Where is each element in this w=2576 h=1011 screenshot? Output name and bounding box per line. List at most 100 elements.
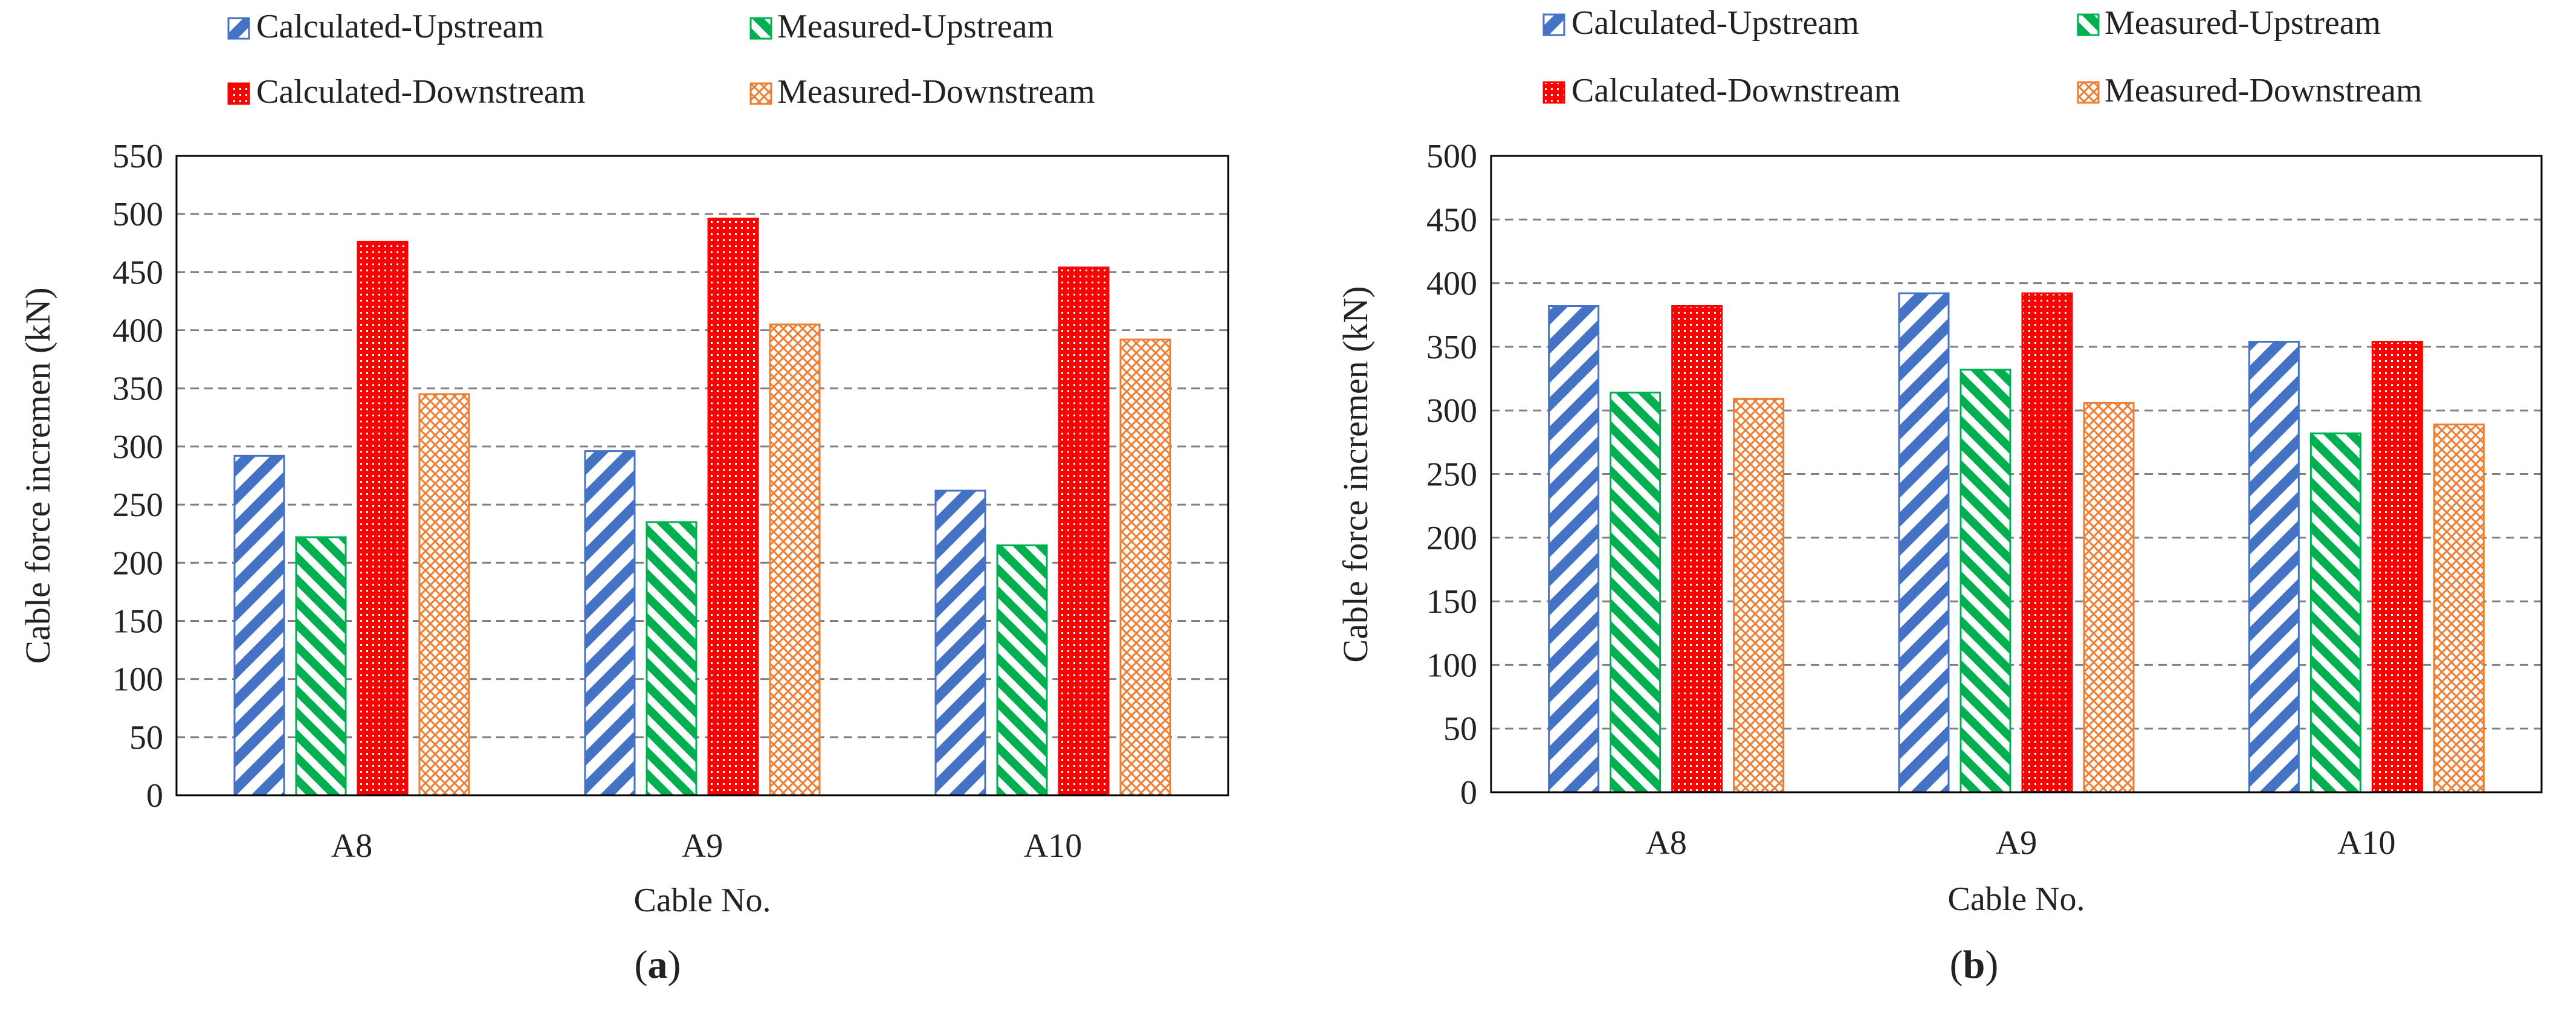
legend-item-measured-upstream: Measured-Upstream <box>2077 4 2381 42</box>
bar-calculated-downstream-a10 <box>2371 340 2423 793</box>
y-tick-label: 350 <box>1426 329 1477 366</box>
bar-measured-upstream-a10 <box>996 544 1048 796</box>
bar-measured-upstream-a8 <box>295 536 347 796</box>
legend-label-calculated-downstream: Calculated-Downstream <box>256 73 585 111</box>
legend-swatch-calculated-upstream <box>1542 13 1565 36</box>
legend-item-calculated-upstream: Calculated-Upstream <box>1542 4 1859 42</box>
bar-calculated-upstream-a9 <box>584 450 636 796</box>
y-tick-label: 200 <box>112 544 163 582</box>
bar-measured-downstream-a8 <box>418 393 470 796</box>
legend-item-calculated-downstream: Calculated-Downstream <box>1542 72 1900 109</box>
x-axis-label-b: Cable No. <box>1947 880 2085 918</box>
bar-calculated-upstream-a10 <box>2248 340 2300 793</box>
legend-swatch-measured-downstream <box>749 82 772 105</box>
legend-item-measured-downstream: Measured-Downstream <box>2077 72 2422 109</box>
chart-panel-b: Calculated-Upstream Measured-Upstream Ca… <box>1336 4 2543 987</box>
bar-measured-upstream-a8 <box>1610 392 1662 793</box>
x-tick-labels-a: A8 A9 A10 <box>331 827 1082 865</box>
bar-measured-upstream-a10 <box>2309 432 2361 793</box>
bars-a <box>233 218 1171 796</box>
bar-measured-downstream-a9 <box>2083 402 2135 793</box>
legend-b: Calculated-Upstream Measured-Upstream Ca… <box>1542 4 2422 109</box>
legend-swatch-measured-upstream <box>2077 13 2100 36</box>
bar-measured-downstream-a9 <box>769 323 821 796</box>
legend-swatch-calculated-downstream <box>1542 81 1565 104</box>
x-tick-label: A10 <box>1024 827 1082 865</box>
y-tick-label: 100 <box>1426 647 1477 684</box>
bar-calculated-downstream-a10 <box>1058 266 1110 796</box>
gridlines-a <box>176 213 1228 738</box>
legend-label-calculated-upstream: Calculated-Upstream <box>1571 4 1859 42</box>
y-tick-label: 100 <box>112 661 163 699</box>
legend-label-calculated-upstream: Calculated-Upstream <box>256 8 544 45</box>
bar-measured-downstream-a8 <box>1733 398 1785 793</box>
x-tick-label: A9 <box>1996 824 2037 862</box>
legend-swatch-measured-downstream <box>2077 81 2100 104</box>
legend-label-calculated-downstream: Calculated-Downstream <box>1571 72 1900 109</box>
y-tick-label: 350 <box>112 370 163 408</box>
y-axis-label-b: Cable force incremen (kN) <box>1336 286 1375 662</box>
x-tick-label: A8 <box>1645 824 1686 862</box>
y-tick-label: 500 <box>1426 138 1477 175</box>
legend-item-calculated-upstream: Calculated-Upstream <box>227 8 544 45</box>
plot-frame-b <box>1490 155 2543 793</box>
x-tick-label: A10 <box>2337 824 2395 862</box>
legend-item-calculated-downstream: Calculated-Downstream <box>227 73 585 111</box>
y-tick-labels-b: 0 50 100 150 200 250 300 350 400 450 500 <box>1426 138 1477 812</box>
gridlines-b <box>1491 218 2542 730</box>
bar-calculated-downstream-a8 <box>1671 305 1723 793</box>
legend-item-measured-upstream: Measured-Upstream <box>749 8 1053 45</box>
y-tick-label: 0 <box>146 777 163 815</box>
panel-label-letter-b: b <box>1963 943 1985 987</box>
y-tick-labels-a: 0 50 100 150 200 250 300 350 400 450 500 550 <box>112 138 163 815</box>
bar-calculated-downstream-a9 <box>707 218 759 796</box>
chart-panel-a: Calculated-Upstream Measured-Upstream Ca… <box>18 8 1229 987</box>
legend-label-measured-upstream: Measured-Upstream <box>2105 4 2381 42</box>
legend-swatch-calculated-upstream <box>227 17 250 40</box>
y-tick-label: 300 <box>1426 392 1477 430</box>
legend-label-measured-downstream: Measured-Downstream <box>777 73 1095 111</box>
y-tick-label: 400 <box>1426 265 1477 303</box>
bar-measured-upstream-a9 <box>1960 369 2011 793</box>
legend-swatch-calculated-downstream <box>227 82 250 105</box>
bars-b <box>1548 292 2485 793</box>
y-tick-label: 0 <box>1460 774 1477 812</box>
bar-calculated-upstream-a8 <box>233 454 285 796</box>
bar-measured-downstream-a10 <box>1119 338 1171 796</box>
legend-a: Calculated-Upstream Measured-Upstream Ca… <box>227 8 1095 111</box>
x-tick-label: A8 <box>331 827 372 865</box>
legend-label-measured-upstream: Measured-Upstream <box>777 8 1053 45</box>
bar-measured-upstream-a9 <box>646 521 697 796</box>
y-tick-label: 500 <box>112 196 163 233</box>
x-tick-labels-b: A8 A9 A10 <box>1645 824 2395 862</box>
y-tick-label: 250 <box>1426 456 1477 494</box>
y-tick-label: 300 <box>112 428 163 466</box>
x-tick-label: A9 <box>682 827 723 865</box>
legend-swatch-measured-upstream <box>749 17 772 40</box>
bar-calculated-upstream-a9 <box>1898 292 1950 793</box>
y-tick-label: 200 <box>1426 520 1477 557</box>
legend-label-measured-downstream: Measured-Downstream <box>2105 72 2422 109</box>
y-tick-label: 50 <box>129 719 163 757</box>
legend-item-measured-downstream: Measured-Downstream <box>749 73 1095 111</box>
y-tick-label: 450 <box>112 254 163 291</box>
y-tick-label: 400 <box>112 312 163 350</box>
bar-calculated-downstream-a8 <box>357 241 409 796</box>
panel-label-b: (b) <box>1950 943 1999 987</box>
bar-calculated-downstream-a9 <box>2021 292 2073 793</box>
y-tick-label: 150 <box>1426 583 1477 621</box>
y-tick-label: 250 <box>112 486 163 524</box>
y-tick-label: 50 <box>1443 711 1477 748</box>
panel-label-a: (a) <box>635 943 681 987</box>
plot-frame-a <box>175 155 1229 796</box>
bar-measured-downstream-a10 <box>2433 423 2485 793</box>
bar-calculated-upstream-a8 <box>1548 305 1600 793</box>
panel-label-letter-a: a <box>648 943 668 987</box>
y-tick-label: 550 <box>112 138 163 175</box>
y-axis-label-a: Cable force incremen (kN) <box>18 287 57 664</box>
bar-calculated-upstream-a10 <box>934 489 986 796</box>
y-tick-label: 450 <box>1426 201 1477 239</box>
x-axis-label-a: Cable No. <box>633 882 771 919</box>
y-tick-label: 150 <box>112 602 163 640</box>
